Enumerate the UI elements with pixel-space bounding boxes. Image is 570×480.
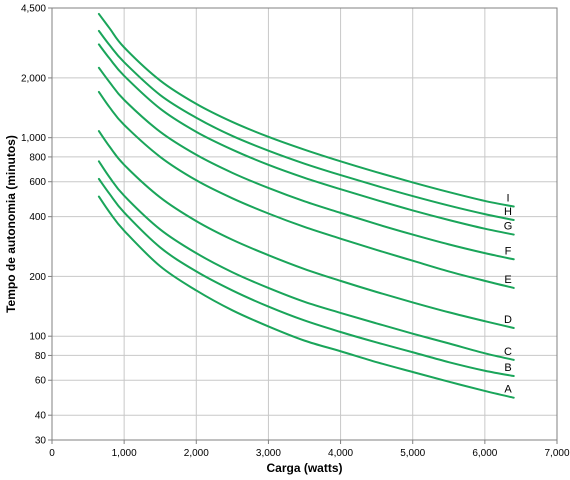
x-tick-label: 3,000: [256, 448, 281, 459]
series-line-b: [97, 177, 515, 378]
series-line-f: [97, 66, 515, 261]
y-tick-label: 30: [35, 436, 47, 447]
series-label-g: G: [504, 221, 513, 233]
series-label-e: E: [504, 274, 511, 286]
x-tick-label: 0: [49, 448, 55, 459]
series-line-c: [97, 160, 515, 361]
y-tick-label: 800: [29, 152, 46, 163]
y-tick-label: 80: [35, 351, 47, 362]
series-label-d: D: [504, 314, 512, 326]
grid-lines: [51, 7, 558, 441]
y-tick-label: 2,000: [21, 73, 46, 84]
x-tick-label: 1,000: [112, 448, 137, 459]
y-tick-label: 400: [29, 212, 46, 223]
series-line-d: [97, 130, 515, 329]
x-tick-label: 6,000: [472, 448, 497, 459]
series-line-g: [97, 43, 515, 236]
plot-background: [52, 8, 557, 440]
x-axis-ticks: 0 1,000 2,000 3,000 4,000 5,000 6,000 7,000: [49, 440, 570, 459]
x-tick-label: 7,000: [544, 448, 569, 459]
y-tick-label: 60: [35, 376, 47, 387]
y-tick-label: 600: [29, 177, 46, 188]
y-tick-label: 4,500: [21, 4, 46, 15]
series-line-a: [97, 195, 515, 399]
series-label-h: H: [504, 206, 512, 218]
series-line-h: [97, 29, 515, 221]
series-label-a: A: [504, 384, 512, 396]
y-tick-label: 1,000: [21, 133, 46, 144]
series-label-f: F: [505, 245, 512, 257]
series-line-e: [97, 90, 515, 289]
y-axis-ticks: 30 40 60 80 100 200 400 600 800 1,000 2,000 4,500: [21, 4, 52, 447]
y-tick-label: 40: [35, 411, 47, 422]
series-label-c: C: [504, 346, 512, 358]
x-axis-title: Carga (watts): [266, 461, 342, 475]
y-tick-label: 200: [29, 272, 46, 283]
x-tick-label: 2,000: [184, 448, 209, 459]
x-tick-label: 5,000: [400, 448, 425, 459]
series-lines: [97, 12, 515, 399]
y-axis-title: Tempo de autonomia (minutos): [4, 135, 18, 313]
x-tick-label: 4,000: [328, 448, 353, 459]
series-label-b: B: [504, 362, 511, 374]
series-line-i: [97, 12, 515, 208]
plot-border: [51, 7, 558, 441]
series-label-i: I: [506, 193, 509, 205]
y-tick-label: 100: [29, 332, 46, 343]
